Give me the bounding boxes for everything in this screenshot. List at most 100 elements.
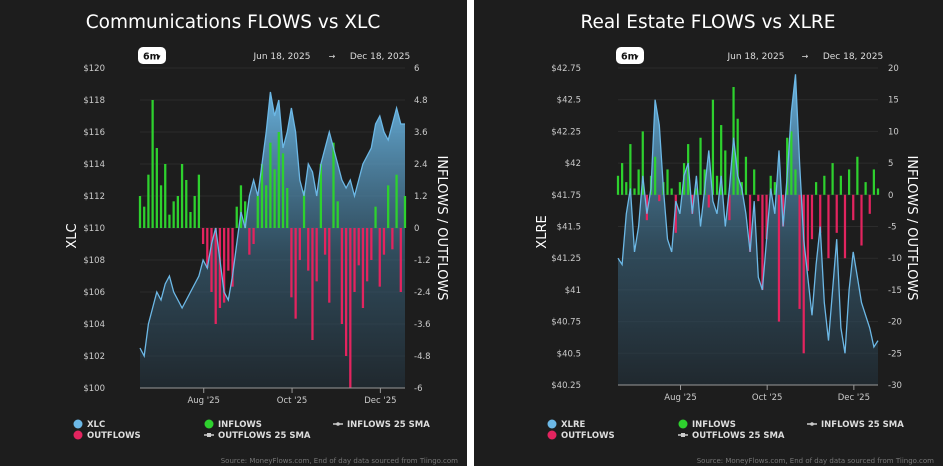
inflow-bar [265,185,268,228]
inflow-bar [637,169,640,195]
y-axis-right-title: INFLOWS / OUTFLOWS [434,155,449,300]
inflow-bar [823,175,826,195]
inflow-bar [269,142,272,228]
y-right-tick-label: -6 [414,384,422,394]
inflow-bar [616,175,620,195]
legend-label[interactable]: OUTFLOWS 25 SMA [218,431,311,441]
start-date[interactable]: Jun 18, 2025 [726,52,784,62]
x-tick-label: Aug '25 [664,393,696,403]
legend-label[interactable]: INFLOWS 25 SMA [347,420,430,430]
outflow-bar [852,194,855,221]
outflow-bar [781,194,785,227]
inflow-bar [720,125,723,195]
y-left-tick-label: $42 [565,159,581,169]
x-tick-label: Oct '25 [277,396,308,406]
inflow-bar [180,164,184,228]
legend-label[interactable]: OUTFLOWS 25 SMA [692,431,785,441]
legend-label[interactable]: INFLOWS 25 SMA [821,420,904,430]
y-right-tick-label: 15 [888,96,899,106]
inflow-bar [277,132,280,228]
y-left-tick-label: $120 [83,64,105,74]
inflow-bar [155,148,158,228]
inflow-bar [374,206,377,228]
inflow-bar [319,164,323,228]
inflow-bar [699,137,702,195]
y-right-tick-label: -25 [888,349,902,359]
inflow-bar [715,175,719,195]
outflow-bar [328,228,331,303]
y-right-tick-label: 4.8 [414,96,428,106]
outflow-bar [827,194,830,259]
legend-marker-icon [207,433,211,437]
inflow-bar [189,212,192,228]
end-date[interactable]: Dec 18, 2025 [823,52,883,62]
outflow-bar [353,228,356,292]
y-axis-right-title: INFLOWS / OUTFLOWS [904,155,919,300]
outflow-bar [674,194,677,233]
inflow-bar [332,142,335,228]
legend-label[interactable]: XLC [87,420,105,430]
inflow-bar [769,175,772,195]
legend-label[interactable]: INFLOWS [692,420,736,430]
price-area [140,92,405,388]
y-right-tick-label: -1.2 [414,256,431,266]
outflow-bar [707,194,710,208]
inflow-bar [143,206,146,228]
outflow-bar [765,194,768,240]
range-button[interactable]: 6m ▾ [138,47,166,64]
inflow-bar [151,100,154,228]
chart-svg: Communications FLOWS vs XLC 6m ▾ Jun 18,… [65,12,458,465]
legend-marker-icon [336,422,340,426]
x-tick-label: Dec '25 [364,396,396,406]
y-right-tick-label: -3.6 [414,320,431,330]
end-date[interactable]: Dec 18, 2025 [350,52,410,62]
chart-panel-real-estate: Real Estate FLOWS vs XLRE 6m ▾ Jun 18, 2… [474,0,943,466]
legend-swatch-icon [547,419,557,429]
outflow-bar [860,194,863,246]
chevron-down-icon: ▾ [157,53,161,61]
outflow-bar [206,228,209,268]
legend-label[interactable]: OUTFLOWS [561,431,615,441]
legend-label[interactable]: INFLOWS [218,420,262,430]
legend-label[interactable]: XLRE [561,420,586,430]
y-right-tick-label: 0 [888,191,893,201]
outflow-bar [810,194,814,240]
legend-swatch-icon [73,430,83,440]
inflow-bar [273,169,276,228]
inflow-bar [876,188,880,195]
x-tick-label: Aug '25 [187,396,219,406]
inflow-bar [753,169,756,195]
outflow-bar [868,194,871,214]
outflow-bar [349,228,352,388]
outflow-bar [315,228,318,282]
source-note: Source: MoneyFlows.com, End of day data … [697,457,934,465]
inflow-bar [633,188,636,195]
outflow-bar [357,228,360,266]
range-button[interactable]: 6m ▾ [616,47,644,64]
y-left-tick-label: $114 [83,160,105,170]
price-line [139,91,405,359]
inflow-bar [138,196,142,228]
outflow-bar [382,228,386,255]
y-right-tick-label: 10 [888,127,899,137]
chart-title: Real Estate FLOWS vs XLRE [581,12,836,33]
y-left-tick-label: $106 [83,288,105,298]
outflow-bar [391,228,394,250]
outflow-bar [218,228,222,308]
legend-label[interactable]: OUTFLOWS [87,431,141,441]
outflow-bar [691,194,694,214]
y-right-tick-label: -5 [888,223,896,233]
outflow-bar [802,194,805,354]
legend-swatch-icon [678,419,688,429]
outflow-bar [252,228,255,244]
inflow-bar [395,174,398,228]
y-left-tick-label: $40.25 [551,381,581,391]
inflow-bar [773,182,776,195]
y-axis-left-title: XLC [65,223,80,248]
inflow-bar [621,163,624,195]
start-date[interactable]: Jun 18, 2025 [252,52,310,62]
inflow-bar [185,180,188,228]
y-left-tick-label: $104 [83,320,105,330]
y-right-tick-label: -2.4 [414,288,431,298]
